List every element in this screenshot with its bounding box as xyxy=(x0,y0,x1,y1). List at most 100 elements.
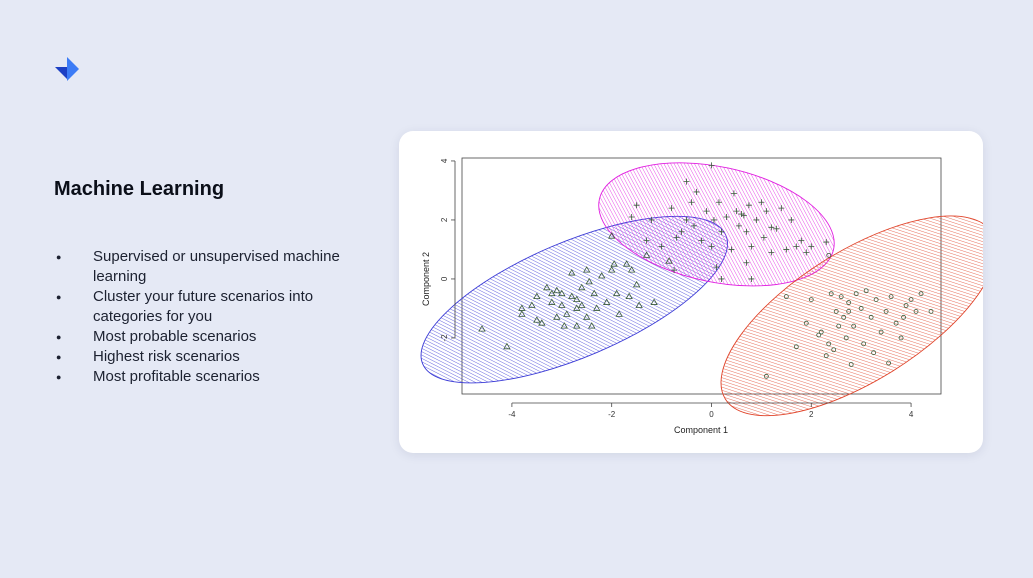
cluster-2-point xyxy=(730,190,737,197)
cluster-3-point xyxy=(893,320,899,326)
cluster-1-point xyxy=(533,316,541,323)
x-tick-label: 2 xyxy=(809,410,814,419)
cluster-1-point xyxy=(603,298,611,305)
cluster-2-point xyxy=(788,216,795,223)
cluster-scatter-plot: -4 -2 0 2 4 -2 0 2 4 Component 1 Component 2 xyxy=(420,157,983,435)
cluster-1-point xyxy=(588,322,596,329)
cluster-2-point xyxy=(743,259,750,266)
cluster-3-point xyxy=(886,360,892,366)
cluster-1-point xyxy=(578,301,586,308)
feature-list-item: Cluster your future scenarios into categ… xyxy=(56,287,346,327)
cluster-1-point xyxy=(583,266,591,273)
cluster-2-point xyxy=(633,202,640,209)
cluster-3-point xyxy=(848,362,854,367)
cluster-3-point xyxy=(873,297,879,303)
cluster-3-point xyxy=(853,291,859,297)
y-tick-label: 2 xyxy=(440,217,449,222)
cluster-2-point xyxy=(793,243,800,250)
cluster-2-point xyxy=(823,239,830,246)
cluster-1-point xyxy=(607,266,616,273)
cluster-1-point xyxy=(563,310,571,317)
cluster-2-point xyxy=(778,205,785,212)
y-tick-label: 4 xyxy=(440,158,449,163)
cluster-3-point xyxy=(913,308,919,314)
cluster-1-point xyxy=(528,301,536,308)
cluster-2-ellipse xyxy=(598,162,835,287)
cluster-1-point xyxy=(503,342,511,350)
cluster-3-point xyxy=(851,323,857,329)
cluster-3-point xyxy=(841,314,847,320)
cluster-1-point xyxy=(548,298,556,305)
cluster-2-point xyxy=(658,243,665,250)
cluster-2-point xyxy=(768,249,775,256)
cluster-1-point xyxy=(553,313,561,320)
cluster-2-point xyxy=(768,224,775,231)
cluster-2-point xyxy=(808,243,815,250)
cluster-1-point xyxy=(627,266,636,273)
cluster-1-point xyxy=(642,251,651,258)
cluster-2-point xyxy=(683,216,690,223)
cluster-3-point xyxy=(898,335,904,341)
cluster-2-point xyxy=(798,237,805,244)
cluster-1-point xyxy=(553,286,561,294)
cluster-1-point xyxy=(560,322,568,329)
cluster-2-point xyxy=(648,216,655,223)
cluster-2-point xyxy=(693,188,700,195)
feature-list: Supervised or unsupervised machine learn… xyxy=(56,247,346,387)
cluster-2-point xyxy=(783,246,790,253)
cluster-3-point xyxy=(843,335,849,341)
cluster-3-point xyxy=(883,308,889,314)
y-axis-label: Component 2 xyxy=(421,252,431,306)
cluster-1-point xyxy=(543,283,551,291)
cluster-3-point xyxy=(783,294,789,300)
cluster-2-point xyxy=(643,237,650,244)
cluster-3-point xyxy=(868,314,874,320)
cluster-3-point xyxy=(826,252,832,258)
cluster-1-point xyxy=(585,277,593,285)
cluster-2-point xyxy=(758,199,765,206)
cluster-1-point xyxy=(568,292,576,300)
cluster-2-point xyxy=(743,228,750,235)
cluster-3-point xyxy=(861,341,867,347)
cluster-2-point xyxy=(760,234,767,241)
cluster-2-point xyxy=(683,178,690,185)
cluster-1-point xyxy=(625,292,633,300)
x-tick-label: -2 xyxy=(608,410,616,419)
y-tick-label: 0 xyxy=(440,276,449,281)
cluster-3-point xyxy=(846,308,852,314)
cluster-1-point xyxy=(578,283,586,291)
section-heading: Machine Learning xyxy=(54,178,225,200)
cluster-1-point xyxy=(568,269,576,276)
cluster-1-point xyxy=(573,322,581,329)
cluster-3-point xyxy=(871,350,877,356)
cluster-2-point xyxy=(748,275,755,282)
cluster-2-point xyxy=(713,264,720,271)
cluster-1-point xyxy=(590,289,598,297)
cluster-3-point xyxy=(858,306,864,311)
cluster-1-point xyxy=(598,271,606,279)
cluster-2-point xyxy=(803,249,810,256)
y-tick-label: -2 xyxy=(440,334,449,342)
cluster-2-point xyxy=(628,214,635,220)
cluster-3-point xyxy=(901,314,906,320)
cluster-3-point xyxy=(803,320,809,326)
cluster-3-point xyxy=(928,308,934,314)
cluster-3-point xyxy=(823,353,829,359)
cluster-1-point xyxy=(610,260,618,267)
cluster-1-point xyxy=(533,292,541,300)
cluster-2-point xyxy=(773,225,780,232)
cluster-1-point xyxy=(593,304,601,311)
cluster-3-point xyxy=(831,347,837,353)
cluster-2-point xyxy=(738,211,745,218)
cluster-2-point xyxy=(745,202,752,209)
cluster-2-point xyxy=(673,234,680,241)
brand-logo-icon xyxy=(53,57,79,83)
cluster-3-point xyxy=(808,297,814,303)
cluster-1-point xyxy=(607,232,616,239)
cluster-2-point xyxy=(691,222,698,229)
cluster-2-point xyxy=(728,246,735,253)
cluster-1-point xyxy=(665,257,673,264)
x-tick-label: 4 xyxy=(909,410,914,419)
cluster-1-point xyxy=(478,325,486,332)
cluster-1-point xyxy=(635,301,643,308)
